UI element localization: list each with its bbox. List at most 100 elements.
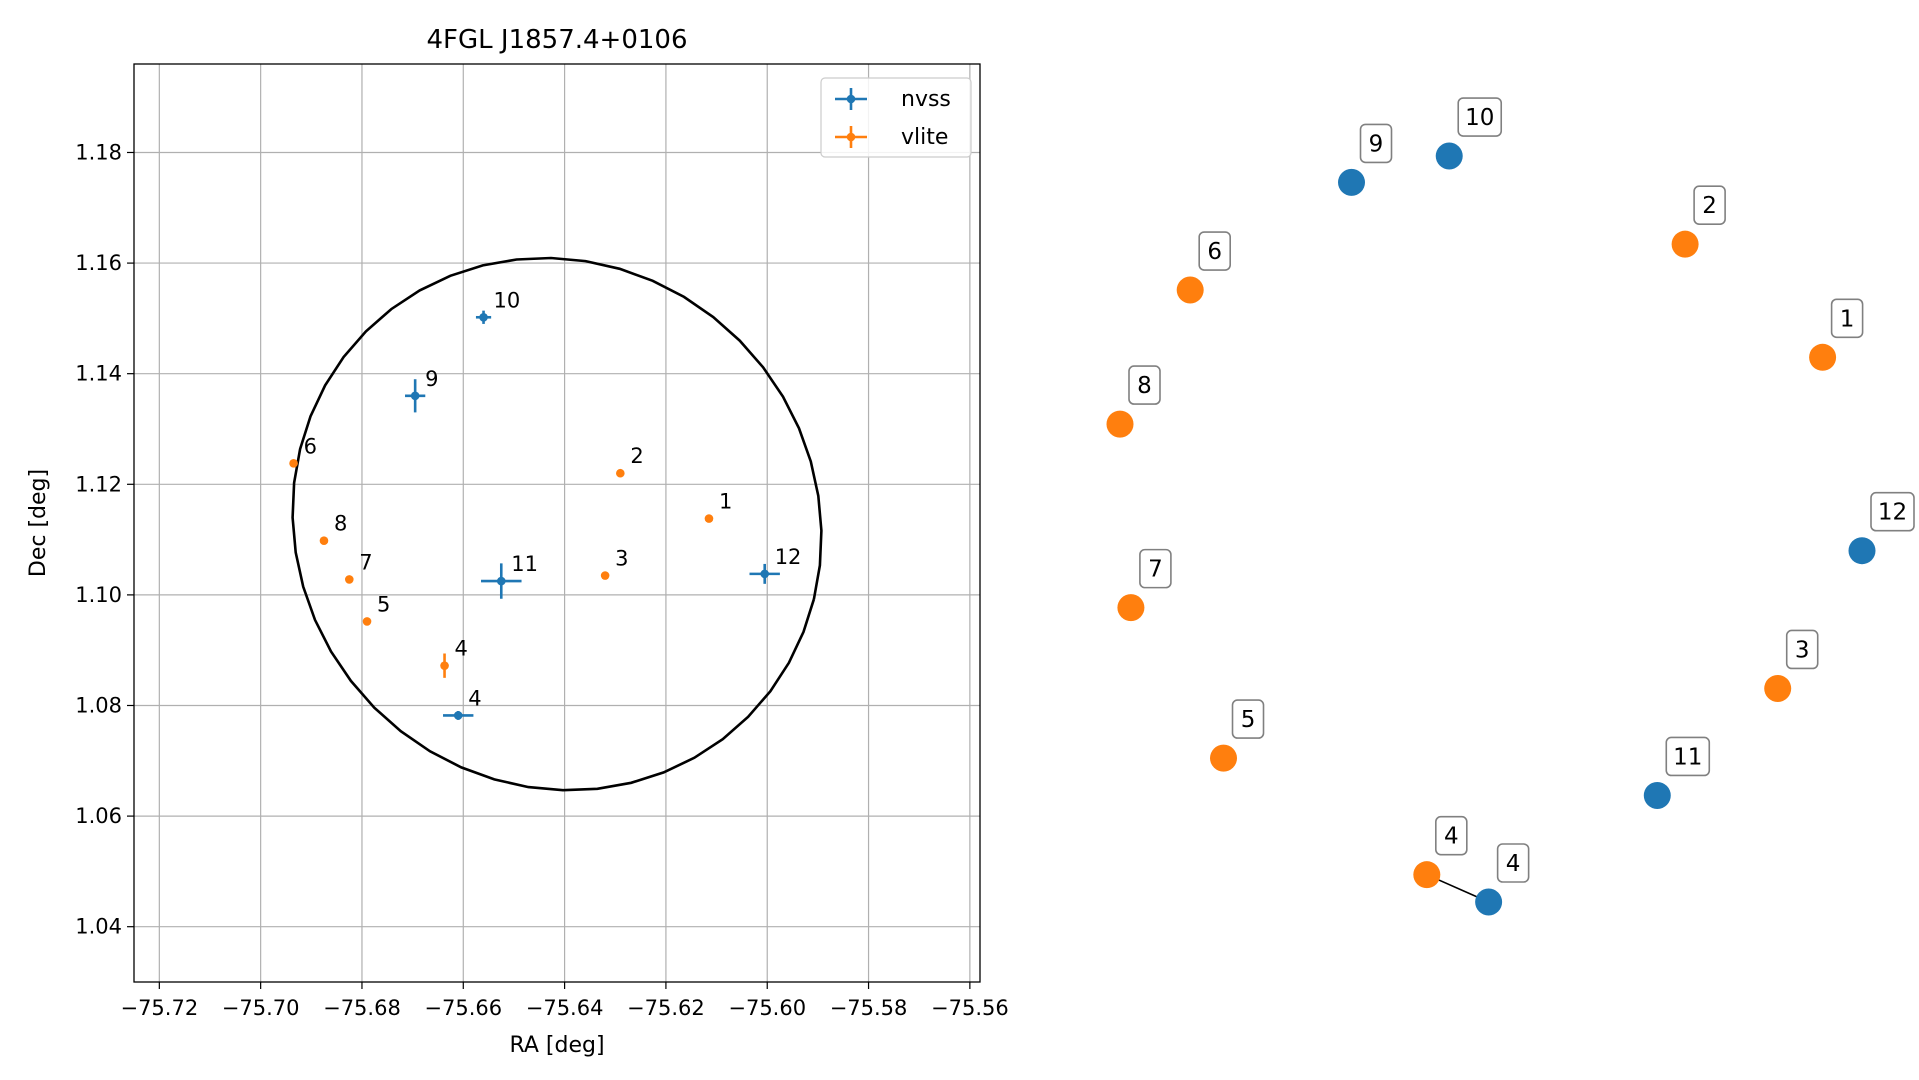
network-node-11 [1643,781,1671,809]
point-vlite-1 [704,514,714,523]
network-node-5 [1210,744,1238,772]
y-tick-label: 1.04 [75,915,122,939]
point-label-vlite-8: 8 [334,512,347,536]
point-label-nvss-11: 11 [511,552,538,576]
network-node-label-box [1496,843,1530,883]
network-node-4 [1413,861,1441,889]
y-tick-label: 1.08 [75,693,122,717]
point-label-nvss-9: 9 [425,367,438,391]
network-plot: 10 9 2 6 1 8 12 7 3 5 11 4 4 [1106,97,1915,916]
axes-frame [133,63,981,983]
point-label-nvss-12: 12 [775,545,802,569]
point-nvss-9 [410,391,420,401]
point-label-vlite-1: 1 [719,490,732,514]
x-axis-label: RA [deg] [509,1033,604,1058]
network-node-label-12: 12 [1878,500,1907,526]
point-vlite-8 [319,536,329,545]
y-tick-label: 1.16 [75,251,122,275]
network-node-label-box [1128,365,1161,405]
point-label-vlite-7: 7 [359,550,372,574]
point-vlite-7 [344,575,354,584]
network-node-label-box [1359,123,1393,164]
point-nvss-4 [453,711,463,720]
point-vlite-4 [440,661,449,670]
network-node-label-11: 11 [1673,744,1702,770]
point-vlite-6 [289,458,298,468]
x-tick-label: −75.72 [120,996,198,1020]
network-node-label-3: 3 [1795,637,1810,663]
network-node-label-box [1198,231,1231,271]
network-node-8 [1106,410,1134,438]
network-node-label-box [1693,185,1726,225]
y-tick-label: 1.14 [75,362,122,386]
network-node-label-10: 10 [1465,105,1494,131]
network-node-label-box [1457,97,1503,137]
network-node-10 [1435,142,1463,170]
point-label-vlite-6: 6 [304,434,317,458]
point-label-vlite-4: 4 [455,637,468,661]
legend-entry-vlite: vlite [901,125,948,150]
network-node-12 [1848,537,1876,565]
grid [134,64,980,982]
network-node-label-box [1435,815,1468,856]
network-node-label-9: 9 [1369,131,1384,157]
legend-marker-dot [846,132,856,142]
point-vlite-2 [616,468,625,478]
ticks: −75.72 −75.70 −75.68 −75.66 −75.64 −75.62 −75.… [75,140,1008,1020]
y-tick-label: 1.06 [75,804,122,828]
network-node-label-1: 1 [1840,306,1855,332]
network-node-label-4: 4 [1444,824,1459,850]
point-vlite-3 [600,571,610,580]
confidence-ellipse-group [291,256,823,792]
network-node-label-box [1665,736,1711,777]
network-node-9 [1338,168,1366,196]
x-tick-label: −75.68 [323,996,401,1020]
network-node-label-5: 5 [1241,707,1256,733]
network-node-6 [1176,276,1204,304]
point-label-vlite-2: 2 [630,444,643,468]
network-node-label-box [1785,629,1819,670]
legend-entry-nvss: nvss [901,87,951,112]
x-tick-label: −75.70 [222,996,300,1020]
network-node-label-6: 6 [1207,239,1222,265]
point-vlite-5 [362,617,372,626]
x-tick-label: −75.64 [526,996,604,1020]
network-node-label-box [1870,491,1915,532]
y-axis-label: Dec [deg] [26,469,51,577]
point-nvss-11 [496,576,506,586]
point-label-vlite-5: 5 [377,592,390,616]
x-tick-label: −75.56 [931,996,1009,1020]
y-tick-label: 1.12 [75,472,122,496]
legend-marker-dot [846,94,856,104]
x-tick-label: −75.62 [627,996,705,1020]
network-node-label-2: 2 [1702,193,1717,219]
data-points [289,310,780,720]
network-nodes: 10 9 2 6 1 8 12 7 3 5 11 4 4 [1106,97,1915,916]
chart-title: 4FGL J1857.4+0106 [427,25,688,55]
network-node-label-box [1231,699,1265,739]
x-tick-label: −75.66 [424,996,502,1020]
legend: nvss vlite [820,77,972,158]
network-node-label-box [1830,298,1864,339]
y-tick-label: 1.10 [75,583,122,607]
point-nvss-10 [479,312,488,322]
network-node-label-box [1139,548,1172,589]
confidence-ellipse [291,256,823,792]
point-label-nvss-10: 10 [494,288,521,312]
network-node-3 [1764,674,1792,702]
point-label-nvss-4: 4 [468,686,481,710]
network-node-4 [1475,888,1503,916]
y-tick-label: 1.18 [75,140,122,164]
network-node-label-4: 4 [1506,851,1521,877]
point-nvss-12 [760,569,770,579]
network-node-1 [1809,343,1837,371]
legend-marker-nvss [835,88,867,110]
x-tick-label: −75.58 [830,996,908,1020]
network-node-label-7: 7 [1148,557,1163,583]
legend-marker-vlite [835,126,867,148]
network-node-2 [1671,230,1699,258]
